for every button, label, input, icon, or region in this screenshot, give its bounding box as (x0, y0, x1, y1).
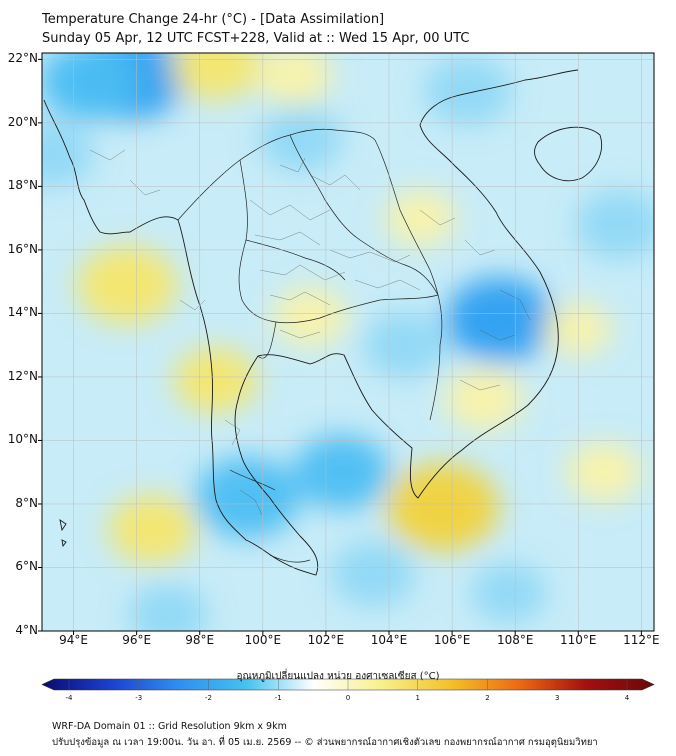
cool-anomaly-8 (42, 121, 94, 188)
map-subtitle: Sunday 05 Apr, 12 UTC FCST+228, Valid at… (42, 31, 470, 46)
lat-lon-grid (42, 53, 654, 631)
lon-label: 100°E (244, 633, 282, 647)
lon-label: 94°E (59, 633, 88, 647)
colorbar-tick-label: -2 (205, 694, 212, 702)
warm-anomaly-19 (272, 287, 348, 347)
cool-anomaly-10 (362, 312, 447, 378)
lon-label: 108°E (496, 633, 534, 647)
warm-anomaly-18 (173, 347, 258, 413)
colorbar-tick-label: -1 (274, 694, 282, 702)
lon-label: 112°E (623, 633, 660, 647)
lat-label: 16°N (7, 241, 38, 256)
lon-label: 106°E (433, 633, 471, 647)
cool-anomaly-7 (258, 105, 343, 172)
lon-label: 110°E (560, 633, 597, 647)
warm-anomaly-20 (443, 368, 524, 431)
colorbar-tick-label: 0 (345, 694, 351, 702)
colorbar-tick-label: -4 (65, 694, 73, 702)
cool-anomaly-2 (445, 277, 554, 363)
colorbar-title: อุณหภูมิเปลี่ยนแปลง หน่วย องศาเซลเซียส (… (236, 671, 440, 682)
colorbar-tick-label: 3 (555, 694, 560, 702)
warm-anomaly-15 (77, 245, 178, 325)
lon-label: 98°E (185, 633, 215, 647)
lon-label: 96°E (122, 633, 152, 647)
colorbar (41, 678, 655, 691)
lat-label: 20°N (7, 114, 38, 129)
cool-anomaly-11 (128, 583, 208, 631)
footer-credits: ปรับปรุงข้อมูล ณ เวลา 19:00น. วัน อา. ที… (52, 737, 598, 748)
lat-label: 6°N (15, 559, 38, 574)
lon-label: 102°E (307, 633, 345, 647)
cool-anomaly-5 (423, 56, 512, 126)
lat-label: 12°N (7, 368, 38, 383)
cool-anomaly-6 (575, 190, 654, 259)
province-borders (89, 149, 531, 516)
warm-anomaly-21 (384, 190, 457, 247)
lat-label: 14°N (7, 305, 38, 320)
map-frame (41, 52, 655, 632)
warm-anomaly-22 (565, 442, 642, 502)
colorbar-tick-label: -3 (135, 694, 143, 702)
colorbar-tick-label: 4 (624, 694, 630, 702)
warm-anomaly-16 (386, 463, 499, 552)
colorbar-tick-label: 1 (415, 694, 420, 702)
lat-label: 22°N (7, 51, 38, 66)
colorbar-tick-label: 2 (485, 694, 490, 702)
warm-anomaly-13 (171, 53, 260, 101)
coastline (43, 69, 602, 576)
lat-label: 4°N (15, 623, 38, 637)
warm-anomaly-14 (256, 53, 333, 105)
lat-label: 18°N (7, 178, 38, 193)
warm-anomaly-17 (108, 494, 197, 564)
cool-anomaly-1 (42, 53, 140, 121)
lat-label: 10°N (7, 432, 38, 447)
map-title: Temperature Change 24-hr (°C) - [Data As… (42, 12, 385, 27)
cool-anomaly-3 (194, 456, 300, 539)
cool-anomaly-12 (471, 563, 547, 623)
cool-anomaly-9 (331, 541, 416, 607)
lon-label: 104°E (370, 633, 408, 647)
lat-label: 8°N (15, 495, 38, 510)
cool-anomaly-4 (293, 434, 390, 510)
footer-domain-info: WRF-DA Domain 01 :: Grid Resolution 9km … (52, 721, 287, 732)
